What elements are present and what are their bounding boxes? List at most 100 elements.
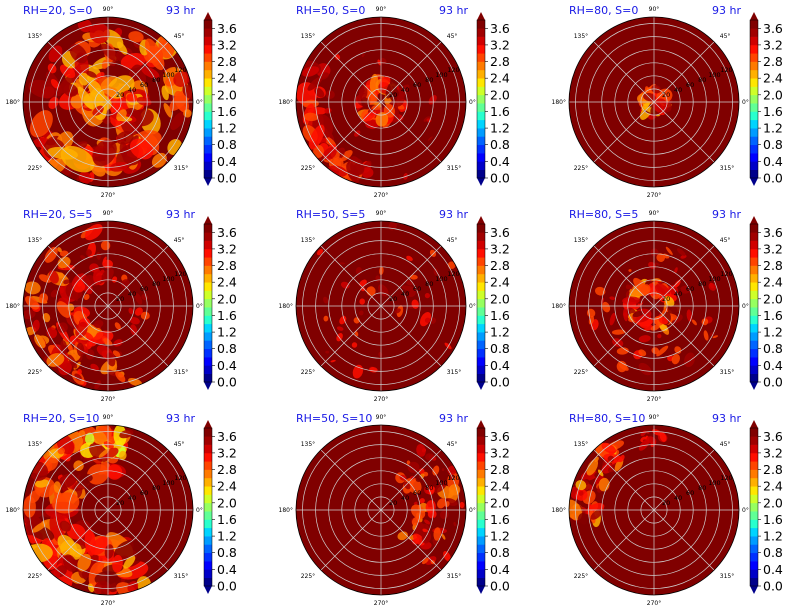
contour-cell	[336, 333, 343, 342]
colorbar-tick-label: 1.2	[217, 121, 237, 136]
colorbar-tick-label: 0.4	[217, 358, 237, 373]
colorbar-segment	[477, 569, 485, 578]
angle-tick-label: 180°	[6, 99, 20, 106]
contour-cell	[79, 171, 92, 184]
colorbar-segment	[204, 544, 212, 554]
colorbar-extend-max	[204, 420, 212, 428]
colorbar-tick-label: 0.8	[490, 137, 510, 152]
contour-cell	[409, 274, 418, 280]
angular-gridline	[47, 305, 109, 367]
contour-cell	[654, 262, 660, 266]
angle-tick-label: 135°	[301, 33, 315, 40]
contour-cell	[665, 246, 673, 256]
colorbar-segment	[204, 153, 212, 162]
colorbar-segment	[750, 502, 758, 512]
contour-cell	[67, 345, 73, 350]
colorbar-tick-label: 0.8	[763, 341, 783, 356]
angle-tick-label: 225°	[301, 369, 315, 376]
radial-tick-label: 120	[447, 270, 459, 278]
colorbar-tick-label: 2.4	[217, 71, 237, 86]
colorbar-segment	[204, 444, 212, 454]
angular-gridline	[593, 449, 655, 511]
colorbar-segment	[477, 78, 485, 87]
panel-title: RH=50, S=5	[296, 208, 366, 221]
contour-cell	[588, 315, 595, 325]
colorbar-extend-min	[204, 586, 212, 594]
contour-cell	[106, 352, 116, 367]
polar-rim	[295, 220, 467, 392]
polar-panel: RH=80, S=10 93 hr 20 40 60 80 100 120 90° 45° 0° 31…	[546, 408, 789, 612]
colorbar-segment	[477, 94, 485, 104]
radial-tick-label: 60	[413, 489, 421, 497]
colorbar-tick-label: 0.4	[763, 154, 783, 169]
angle-tick-label: 135°	[301, 237, 315, 244]
contour-cell	[671, 353, 680, 365]
polar-panel: RH=50, S=5 93 hr 20 40 60 80 100 120 90° 45° 0° 315…	[273, 204, 536, 408]
contour-cell	[50, 289, 59, 298]
colorbar-segment	[477, 502, 485, 512]
colorbar-tick-label: 0.8	[763, 545, 783, 560]
colorbar-segment	[204, 536, 212, 545]
colorbar-segment	[477, 357, 485, 366]
colorbar-tick-label: 2.8	[217, 462, 237, 477]
radial-tick-label: 120	[447, 66, 459, 74]
angular-gridline	[380, 305, 442, 367]
colorbar-frame	[203, 427, 213, 587]
radial-tick-label: 100	[162, 479, 174, 487]
angle-tick-label: 315°	[447, 165, 461, 172]
contour-cell	[616, 347, 629, 355]
colorbar-segment	[750, 248, 758, 258]
contour-cell	[651, 347, 660, 355]
contour-cell	[92, 139, 117, 167]
contour-cell	[686, 309, 693, 322]
angular-gridline	[320, 101, 382, 163]
contour-cell	[437, 498, 447, 509]
colorbar-segment	[750, 561, 758, 570]
contour-cell	[303, 112, 319, 122]
contour-cell	[359, 310, 364, 316]
contour-cell	[408, 290, 416, 298]
colorbar-tick-label: 3.2	[490, 241, 510, 256]
contour-cell	[443, 550, 451, 562]
contour-cell	[336, 326, 344, 331]
colorbar-tick-label: 0.4	[217, 562, 237, 577]
contour-cell	[102, 256, 107, 264]
colorbar-segment	[204, 452, 212, 462]
colorbar-segment	[204, 53, 212, 62]
colorbar-segment	[750, 323, 758, 333]
colorbar-extend-max	[477, 12, 485, 20]
contour-cell	[597, 469, 604, 477]
angular-gridline	[107, 41, 169, 103]
contour-cell	[577, 513, 590, 529]
contour-cell	[101, 268, 114, 283]
angular-gridline	[107, 449, 169, 511]
contour-cell	[433, 543, 441, 552]
colorbar-tick-label: 3.6	[490, 21, 510, 36]
colorbar-frame	[749, 223, 759, 383]
contour-cell	[74, 373, 82, 381]
colorbar-segment	[750, 161, 758, 170]
contour-cell	[459, 501, 465, 509]
radial-tick-label: 80	[698, 76, 706, 84]
angular-gridline	[47, 41, 109, 103]
radial-tick-label: 120	[720, 474, 732, 482]
colorbar-extend-max	[750, 12, 758, 20]
colorbar-segment	[750, 273, 758, 283]
colorbar-tick-label: 2.0	[490, 87, 510, 102]
contour-cell	[80, 255, 86, 260]
contour-cell	[56, 301, 72, 318]
colorbar-tick-label: 2.0	[763, 291, 783, 306]
radial-tick-label: 60	[686, 81, 694, 89]
colorbar-tick-label: 0.8	[217, 137, 237, 152]
angle-tick-label: 45°	[720, 441, 731, 448]
angle-tick-label: 0°	[196, 303, 203, 310]
colorbar-segment	[750, 577, 758, 587]
colorbar-segment	[750, 357, 758, 366]
contour-cell	[397, 531, 408, 541]
colorbar-segment	[477, 240, 485, 250]
colorbar-tick-label: 3.6	[217, 21, 237, 36]
colorbar-tick-label: 1.2	[763, 325, 783, 340]
angle-tick-label: 180°	[279, 507, 293, 514]
colorbar-extend-max	[204, 12, 212, 20]
